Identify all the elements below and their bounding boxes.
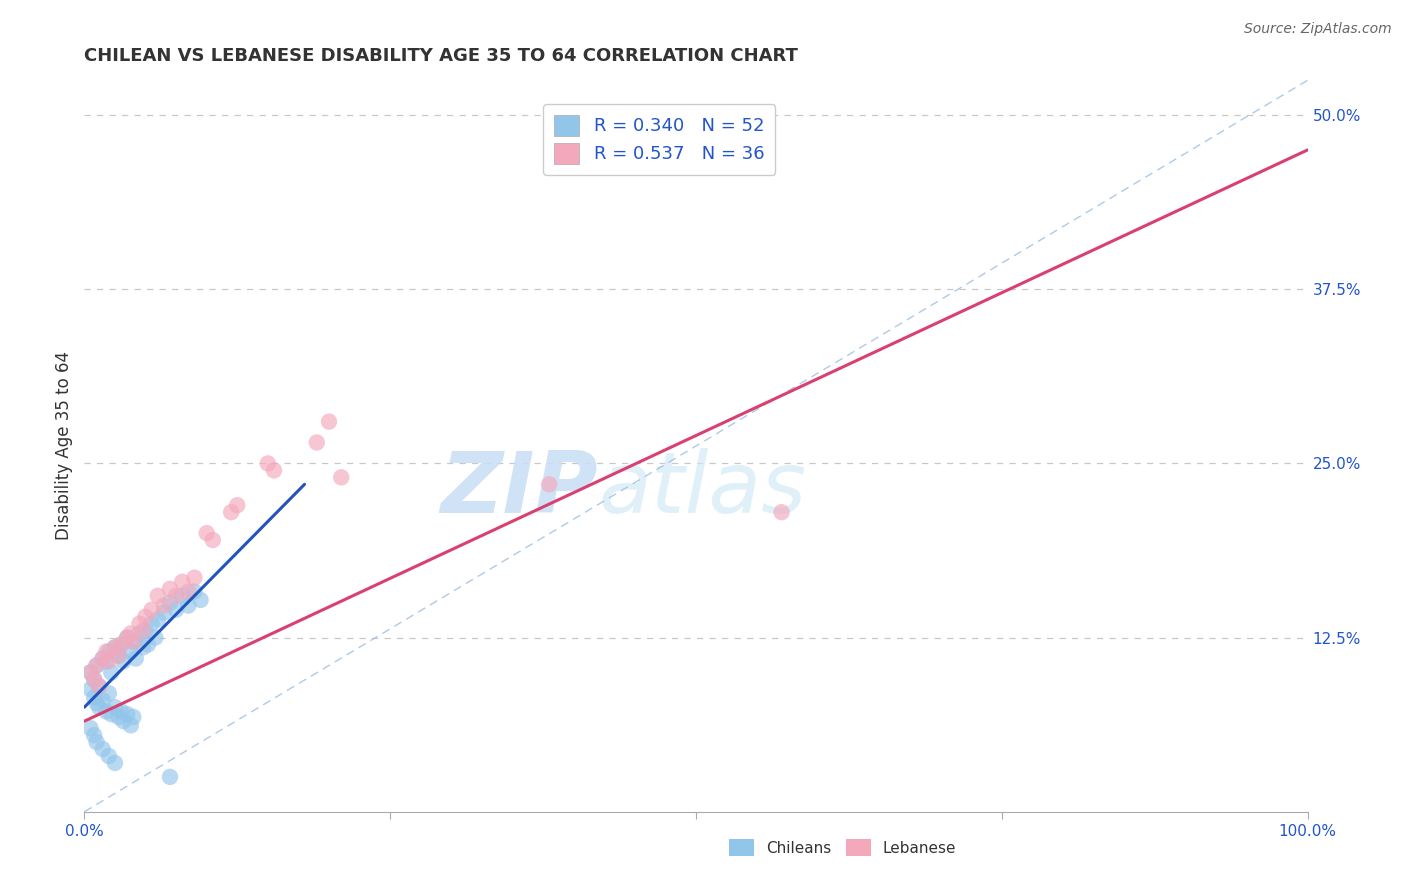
Point [107, 648, 129, 663]
Point [263, 463, 285, 477]
Y-axis label: Disability Age 35 to 64: Disability Age 35 to 64 [55, 351, 73, 541]
Point [305, 435, 328, 450]
Point [122, 710, 145, 724]
Point [122, 634, 145, 648]
Point [96, 654, 118, 668]
Legend: Chileans, Lebanese: Chileans, Lebanese [723, 833, 963, 863]
Point [87, 679, 110, 693]
Point [110, 705, 132, 719]
Point [141, 616, 163, 631]
Point [112, 654, 135, 668]
Point [87, 700, 110, 714]
Point [97, 644, 120, 658]
Point [112, 714, 135, 728]
Point [135, 624, 157, 638]
Point [146, 612, 169, 626]
Point [115, 631, 138, 645]
Point [172, 574, 194, 589]
Point [115, 631, 138, 645]
Point [97, 686, 120, 700]
Point [132, 640, 155, 655]
Point [87, 679, 110, 693]
Point [125, 651, 148, 665]
Point [110, 638, 132, 652]
Point [96, 644, 118, 658]
Point [91, 742, 114, 756]
Point [141, 603, 163, 617]
Point [128, 626, 150, 640]
Point [330, 470, 353, 484]
Point [257, 457, 280, 471]
Point [165, 603, 187, 617]
Point [83, 728, 105, 742]
Point [177, 584, 200, 599]
Point [107, 648, 129, 663]
Point [79, 665, 101, 680]
Point [697, 143, 720, 157]
Point [226, 498, 249, 512]
Point [115, 707, 138, 722]
Point [146, 589, 169, 603]
Point [201, 533, 224, 547]
Point [83, 673, 105, 687]
Point [86, 735, 108, 749]
Point [190, 593, 212, 607]
Point [104, 756, 127, 770]
Point [135, 609, 157, 624]
Point [107, 710, 129, 724]
Point [83, 673, 105, 687]
Point [122, 634, 145, 648]
Point [172, 589, 194, 603]
Point [120, 626, 142, 640]
Point [219, 505, 242, 519]
Point [104, 700, 127, 714]
Text: Source: ZipAtlas.com: Source: ZipAtlas.com [1244, 22, 1392, 37]
Point [79, 665, 101, 680]
Point [159, 770, 181, 784]
Point [91, 651, 114, 665]
Point [97, 654, 120, 668]
Point [91, 651, 114, 665]
Point [79, 682, 101, 697]
Point [96, 705, 118, 719]
Point [136, 638, 159, 652]
Point [159, 582, 181, 596]
Point [159, 596, 181, 610]
Point [538, 477, 561, 491]
Point [97, 749, 120, 764]
Point [86, 658, 108, 673]
Point [104, 640, 127, 655]
Point [177, 599, 200, 613]
Point [104, 640, 127, 655]
Point [770, 505, 793, 519]
Point [83, 690, 105, 705]
Point [153, 606, 176, 620]
Point [110, 638, 132, 652]
Text: CHILEAN VS LEBANESE DISABILITY AGE 35 TO 64 CORRELATION CHART: CHILEAN VS LEBANESE DISABILITY AGE 35 TO… [84, 47, 799, 65]
Point [183, 584, 205, 599]
Point [79, 721, 101, 735]
Text: ZIP: ZIP [440, 449, 598, 532]
Point [143, 631, 166, 645]
Point [120, 718, 142, 732]
Point [120, 644, 142, 658]
Text: atlas: atlas [598, 449, 806, 532]
Point [165, 589, 187, 603]
Point [153, 599, 176, 613]
Point [183, 571, 205, 585]
Point [86, 696, 108, 710]
Point [86, 658, 108, 673]
Point [195, 526, 218, 541]
Point [100, 707, 122, 722]
Point [91, 693, 114, 707]
Point [132, 624, 155, 638]
Point [318, 415, 340, 429]
Point [128, 616, 150, 631]
Point [100, 665, 122, 680]
